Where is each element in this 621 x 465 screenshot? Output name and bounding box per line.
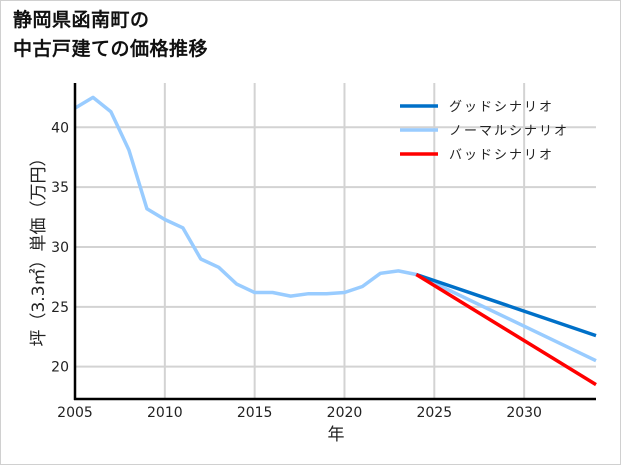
y-tick-label: 20	[51, 360, 69, 376]
x-tick-label: 2025	[416, 405, 452, 421]
grid-lines	[75, 83, 596, 399]
y-axis-label: 坪（3.3㎡）単価（万円）	[29, 149, 49, 346]
title-line-2: 中古戸建ての価格推移	[13, 38, 209, 60]
x-tick-label: 2030	[506, 405, 542, 421]
x-tick-label: 2020	[327, 405, 363, 421]
series-line	[74, 95, 597, 363]
x-tick-label: 2015	[237, 405, 273, 421]
legend-label: ノーマルシナリオ	[449, 124, 569, 139]
chart-title: 静岡県函南町の 中古戸建ての価格推移	[13, 6, 208, 64]
y-tick-label: 40	[51, 120, 69, 136]
x-tick-label: 2005	[57, 405, 93, 421]
legend-label: グッドシナリオ	[449, 100, 554, 115]
series-line	[415, 272, 597, 338]
y-tick-label: 25	[51, 300, 69, 316]
axes	[73, 83, 596, 401]
y-tick-label: 35	[51, 180, 69, 196]
data-series	[74, 95, 597, 387]
series-line	[415, 273, 597, 387]
x-axis-label: 年	[328, 425, 345, 445]
legend-label: バッドシナリオ	[449, 148, 554, 163]
y-tick-label: 30	[51, 240, 69, 256]
x-tick-label: 2010	[147, 405, 183, 421]
title-line-1: 静岡県函南町の	[13, 9, 150, 31]
